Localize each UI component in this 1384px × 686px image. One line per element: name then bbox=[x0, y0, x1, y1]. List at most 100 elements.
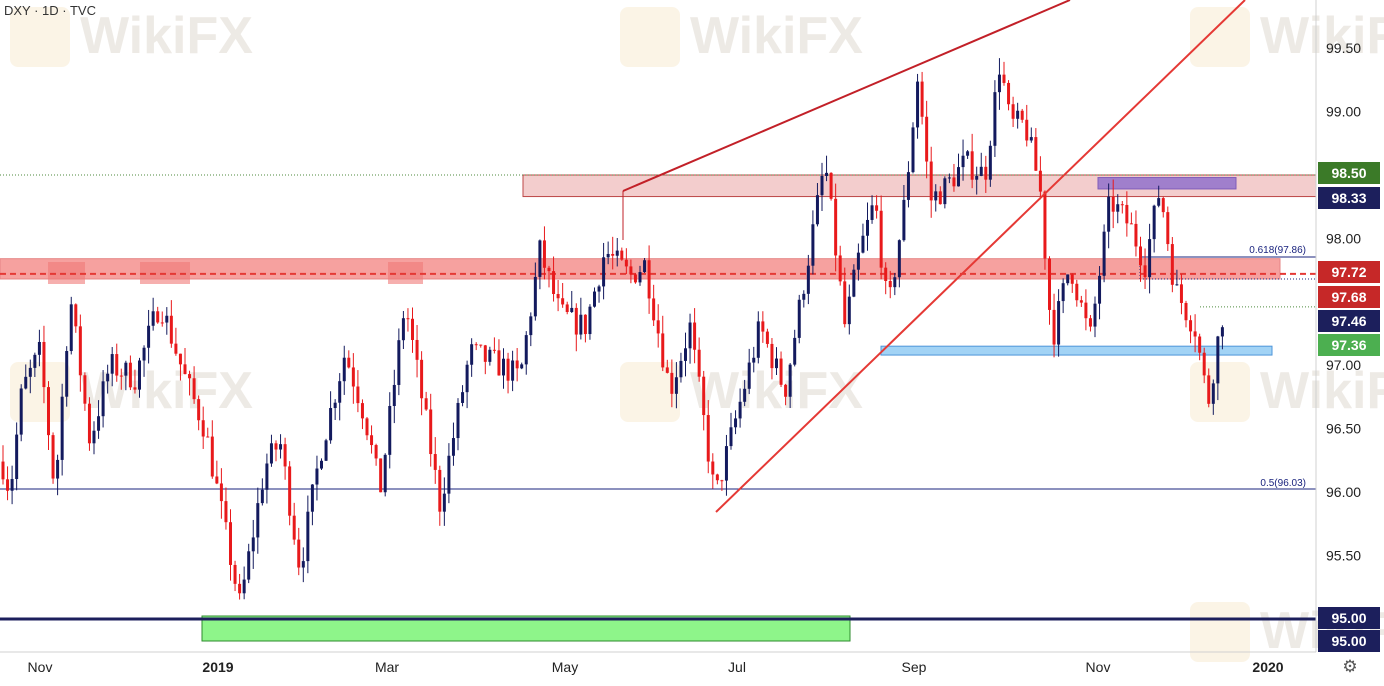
candle-body bbox=[251, 537, 255, 552]
candle-body bbox=[74, 304, 78, 327]
candle-up bbox=[260, 478, 264, 506]
candle-body bbox=[811, 224, 815, 266]
candle-up bbox=[570, 290, 574, 314]
candle-up bbox=[738, 388, 742, 428]
candle-body bbox=[442, 493, 446, 512]
candle-body bbox=[324, 440, 328, 461]
candle-body bbox=[1007, 82, 1011, 105]
candle-body bbox=[847, 296, 851, 325]
candle-body bbox=[192, 378, 196, 400]
candle-body bbox=[133, 387, 137, 390]
candle-body bbox=[356, 386, 360, 404]
candle-down bbox=[483, 344, 487, 375]
candle-body bbox=[1011, 104, 1015, 119]
candle-body bbox=[474, 344, 478, 346]
candle-down bbox=[1189, 315, 1193, 344]
candle-body bbox=[1189, 320, 1193, 332]
candle-body bbox=[1184, 302, 1188, 321]
candle-down bbox=[178, 353, 182, 381]
price-tag: 98.50 bbox=[1318, 162, 1380, 184]
candle-body bbox=[288, 466, 292, 516]
candle-up bbox=[401, 310, 405, 350]
candle-up bbox=[806, 254, 810, 305]
candle-down bbox=[283, 437, 287, 480]
candle-body bbox=[1102, 231, 1106, 276]
candle-body bbox=[1079, 300, 1083, 303]
candle-down bbox=[1043, 190, 1047, 270]
candle-body bbox=[1179, 284, 1183, 303]
candle-body bbox=[178, 353, 182, 365]
candle-up bbox=[861, 223, 865, 254]
candle-body bbox=[866, 219, 869, 236]
price-tag: 95.00 bbox=[1318, 607, 1380, 629]
candle-body bbox=[238, 583, 242, 594]
candle-up bbox=[456, 398, 460, 451]
candle-body bbox=[169, 315, 173, 344]
candle-down bbox=[78, 314, 82, 392]
candle-body bbox=[333, 402, 337, 409]
candle-up bbox=[1116, 194, 1120, 224]
candle-down bbox=[656, 304, 660, 348]
candle-down bbox=[83, 372, 87, 411]
candle-up bbox=[101, 370, 105, 428]
price-tag-bg bbox=[1318, 334, 1380, 356]
candle-up bbox=[33, 352, 37, 377]
candle-up bbox=[1152, 204, 1156, 253]
candle-down bbox=[433, 437, 437, 484]
candle-up bbox=[916, 73, 920, 139]
candle-down bbox=[624, 248, 628, 275]
candle-body bbox=[160, 322, 164, 324]
candle-body bbox=[51, 435, 55, 479]
candle-body bbox=[1161, 198, 1165, 213]
candle-down bbox=[479, 344, 483, 348]
candle-down bbox=[711, 453, 715, 489]
candle-body bbox=[1166, 212, 1170, 245]
candle-down bbox=[47, 381, 50, 450]
candle-up bbox=[392, 369, 396, 424]
candle-down bbox=[952, 163, 956, 192]
candle-body bbox=[447, 455, 451, 494]
candle-body bbox=[1052, 309, 1056, 345]
candle-body bbox=[1038, 170, 1042, 192]
candle-up bbox=[329, 391, 333, 444]
y-tick-label: 96.00 bbox=[1326, 484, 1361, 500]
candle-body bbox=[365, 418, 369, 436]
candle-down bbox=[779, 351, 783, 388]
candle-body bbox=[292, 515, 296, 540]
candle-down bbox=[1170, 237, 1174, 293]
settings-gear-icon[interactable]: ⚙ bbox=[1342, 657, 1358, 677]
candle-down bbox=[356, 370, 360, 413]
candle-body bbox=[456, 402, 460, 439]
candle-body bbox=[110, 354, 114, 374]
candle-body bbox=[10, 479, 14, 491]
candle-up bbox=[588, 304, 592, 340]
candle-down bbox=[843, 267, 847, 328]
candle-down bbox=[633, 273, 637, 284]
candle-down bbox=[665, 359, 669, 374]
candle-down bbox=[474, 342, 478, 351]
candle-body bbox=[852, 269, 856, 297]
x-tick-label: Nov bbox=[28, 659, 53, 675]
candle-body bbox=[342, 357, 346, 382]
candle-body bbox=[424, 398, 428, 410]
candle-body bbox=[37, 341, 41, 355]
candle-down bbox=[884, 262, 888, 295]
candle-body bbox=[929, 161, 933, 201]
candle-up bbox=[37, 329, 41, 367]
candle-body bbox=[879, 210, 883, 268]
watermark-logo bbox=[1190, 602, 1250, 662]
candle-up bbox=[502, 348, 505, 389]
candle-body bbox=[151, 311, 155, 326]
candle-up bbox=[165, 307, 169, 335]
candle-body bbox=[561, 298, 565, 305]
candle-up bbox=[957, 153, 960, 187]
candle-body bbox=[165, 315, 169, 323]
candle-up bbox=[10, 465, 14, 505]
candle-up bbox=[461, 385, 465, 407]
candle-body bbox=[360, 403, 364, 419]
candle-down bbox=[834, 183, 838, 272]
candle-body bbox=[597, 286, 601, 292]
candle-body bbox=[347, 357, 351, 368]
